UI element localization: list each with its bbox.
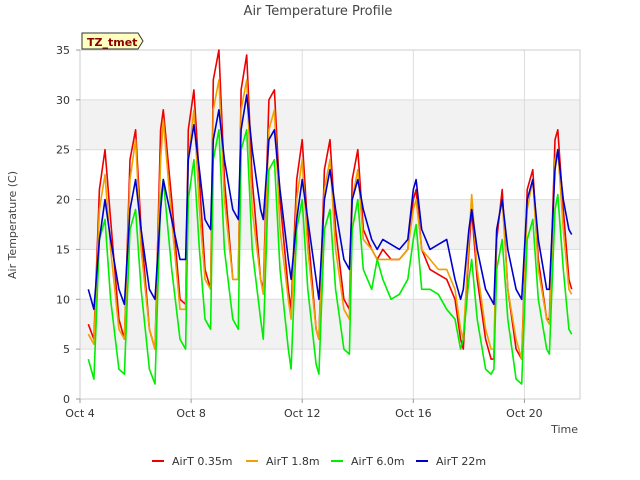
x-tick-label: Oct 16 (395, 407, 432, 420)
plot-band (80, 299, 580, 350)
y-tick-label: 20 (56, 194, 70, 207)
plot-bands (80, 99, 580, 350)
x-axis-label: Time (550, 423, 578, 436)
x-tick-label: Oct 8 (176, 407, 206, 420)
x-tick-label: Oct 20 (506, 407, 543, 420)
series-line-2 (87, 129, 573, 385)
y-tick-label: 25 (56, 144, 70, 157)
legend-label: AirT 0.35m (172, 455, 233, 468)
x-tick-label: Oct 4 (65, 407, 95, 420)
y-tick-label: 10 (56, 293, 70, 306)
y-axis-label: Air Temperature (C) (6, 171, 19, 279)
y-tick-label: 30 (56, 94, 70, 107)
x-axis-ticks: Oct 4 Oct 8 Oct 12 Oct 16 Oct 20 (65, 399, 543, 420)
legend-label: AirT 22m (436, 455, 486, 468)
legend-label: AirT 1.8m (266, 455, 320, 468)
legend-label: AirT 6.0m (351, 455, 405, 468)
series-lines (87, 49, 573, 385)
y-axis-ticks: 0 5 10 15 20 25 30 35 (56, 44, 80, 406)
plot-area-frame (79, 49, 581, 400)
y-tick-label: 35 (56, 44, 70, 57)
series-line-3 (87, 94, 573, 311)
site-badge: TZ_tmet (81, 32, 144, 50)
y-tick-label: 0 (63, 393, 70, 406)
y-tick-label: 5 (63, 343, 70, 356)
y-tick-label: 15 (56, 243, 70, 256)
site-badge-label: TZ_tmet (87, 36, 137, 49)
legend: AirT 0.35m AirT 1.8m AirT 6.0m AirT 22m (152, 455, 486, 468)
x-tick-label: Oct 12 (284, 407, 321, 420)
chart-title: Air Temperature Profile (244, 4, 393, 19)
